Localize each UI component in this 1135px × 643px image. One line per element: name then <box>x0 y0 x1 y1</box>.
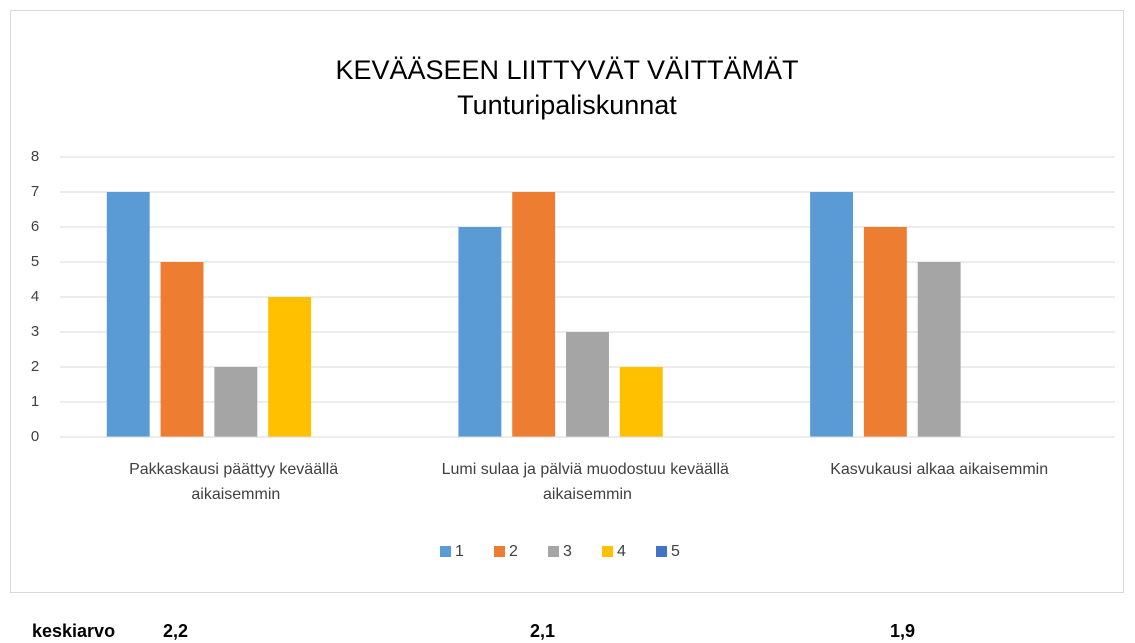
x-tick-label: Lumi sulaa ja pälviä muodostuu keväällä … <box>442 461 734 503</box>
bar <box>863 227 907 437</box>
footer-label: keskiarvo <box>32 621 115 641</box>
x-tick-label: Pakkaskausi päättyy keväällä aikaisemmin <box>129 461 342 503</box>
legend-swatch <box>548 546 559 557</box>
bar <box>810 192 854 437</box>
bar <box>458 227 502 437</box>
legend-swatch <box>494 546 505 557</box>
chart-subtitle: Tunturipaliskunnat <box>457 90 677 120</box>
legend-swatch <box>656 546 667 557</box>
x-tick-label: Kasvukausi alkaa aikaisemmin <box>830 461 1048 478</box>
legend-swatch <box>440 546 451 557</box>
y-tick-label: 5 <box>31 253 39 270</box>
legend-label: 4 <box>617 543 626 560</box>
bar <box>268 297 312 437</box>
chart-title: KEVÄÄSEEN LIITTYVÄT VÄITTÄMÄT <box>335 55 798 85</box>
bar <box>160 262 204 437</box>
y-tick-label: 4 <box>31 288 39 305</box>
legend-label: 5 <box>671 543 680 560</box>
footer-value: 2,1 <box>530 621 555 641</box>
y-tick-label: 0 <box>31 428 39 445</box>
bar <box>917 262 961 437</box>
legend-swatch <box>602 546 613 557</box>
y-tick-label: 7 <box>31 183 39 200</box>
y-tick-label: 6 <box>31 218 39 235</box>
bar <box>214 367 258 437</box>
legend-label: 2 <box>509 543 518 560</box>
bar <box>106 192 150 437</box>
footer-value: 2,2 <box>163 621 188 641</box>
y-tick-label: 8 <box>31 148 39 165</box>
bar <box>566 332 609 437</box>
footer-value: 1,9 <box>890 621 915 641</box>
bar <box>619 367 663 437</box>
y-tick-label: 3 <box>31 323 39 340</box>
legend-label: 3 <box>563 543 572 560</box>
y-tick-label: 1 <box>31 393 39 410</box>
legend-label: 1 <box>455 543 464 560</box>
y-tick-label: 2 <box>31 358 39 375</box>
bar <box>512 192 556 437</box>
